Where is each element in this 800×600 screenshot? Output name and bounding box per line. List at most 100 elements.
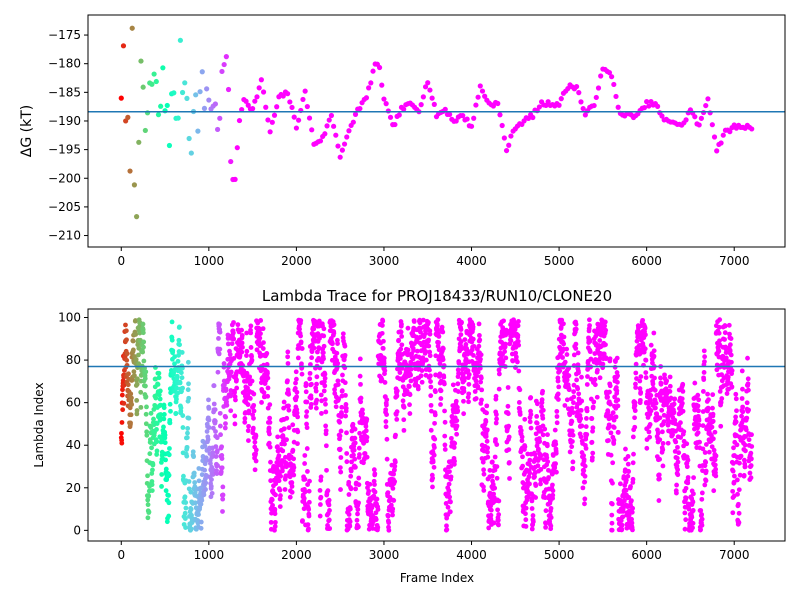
lambda-point: [522, 444, 528, 450]
delta-g-point: [659, 113, 665, 119]
lambda-point: [269, 497, 275, 503]
lambda-point: [251, 391, 257, 397]
lambda-point: [407, 402, 412, 408]
lambda-point: [179, 375, 185, 381]
lambda-point: [305, 522, 311, 528]
lambda-point: [294, 410, 300, 416]
lambda-point: [380, 318, 386, 324]
lambda-point: [208, 483, 214, 489]
lambda-point: [642, 346, 648, 352]
lambda-point: [383, 407, 389, 413]
lambda-point: [690, 499, 696, 505]
lambda-point: [436, 340, 442, 345]
lambda-point: [336, 396, 342, 402]
delta-g-y-axis-label: ΔG (kT): [19, 105, 35, 157]
lambda-point: [705, 391, 710, 397]
lambda-point: [660, 447, 666, 452]
delta-g-point: [396, 112, 402, 118]
lambda-point: [180, 385, 185, 391]
lambda-point: [610, 410, 616, 416]
lambda-point: [643, 375, 649, 380]
delta-g-point: [574, 83, 580, 90]
lambda-point: [631, 451, 636, 457]
lambda-point: [343, 392, 348, 398]
lambda-point: [283, 460, 289, 466]
lambda-point: [494, 416, 499, 422]
delta-g-point: [508, 133, 514, 139]
lambda-point: [685, 475, 691, 480]
lambda-point: [185, 426, 191, 431]
lambda-point: [440, 357, 446, 362]
lambda-point: [448, 463, 454, 469]
lambda-point: [483, 434, 489, 439]
lambda-point: [326, 502, 332, 508]
lambda-point: [657, 437, 663, 443]
lambda-point: [567, 412, 573, 418]
lambda-point: [137, 330, 143, 336]
lambda-point: [695, 392, 701, 398]
lambda-point: [610, 480, 615, 486]
lambda-point: [491, 491, 496, 497]
lambda-point: [481, 467, 487, 473]
lambda-point: [209, 490, 215, 496]
lambda-point: [405, 325, 411, 331]
lambda-point: [637, 378, 643, 384]
lambda-point: [605, 394, 610, 400]
lambda-point: [684, 441, 690, 447]
lambda-point: [570, 465, 576, 471]
lambda-point: [291, 465, 297, 470]
lambda-point: [210, 467, 216, 472]
delta-g-point: [727, 129, 733, 135]
lambda-point: [245, 428, 251, 434]
lambda-point: [372, 471, 378, 477]
lambda-point: [119, 440, 125, 446]
lambda-point: [712, 462, 718, 468]
lambda-point: [286, 407, 292, 413]
lambda-point: [710, 411, 716, 417]
lambda-point: [667, 374, 673, 380]
lambda-point: [213, 429, 218, 434]
lambda-point: [746, 437, 752, 443]
lambda-point: [318, 494, 324, 500]
lambda-point: [748, 475, 754, 481]
lambda-point: [477, 337, 483, 343]
lambda-point: [494, 442, 500, 447]
lambda-point: [286, 403, 291, 409]
lambda-y-axis-label: Lambda Index: [32, 382, 46, 467]
lambda-point: [371, 467, 377, 473]
lambda-point: [523, 524, 529, 529]
lambda-point: [357, 373, 363, 379]
delta-g-point: [709, 122, 715, 128]
x-tick-label: 2000: [281, 254, 312, 268]
delta-g-point: [593, 94, 599, 101]
lambda-point: [671, 409, 677, 415]
lambda-point: [436, 334, 442, 339]
delta-g-point: [696, 122, 702, 128]
delta-g-point: [236, 117, 243, 124]
lambda-point: [492, 485, 498, 491]
lambda-point: [712, 457, 718, 463]
lambda-point: [408, 359, 414, 365]
delta-g-point: [324, 123, 330, 129]
lambda-point: [298, 318, 304, 323]
lambda-point: [534, 420, 540, 426]
lambda-point: [150, 467, 155, 473]
lambda-point: [289, 484, 295, 489]
lambda-point: [321, 388, 327, 394]
lambda-x-ticks: 0 1000 2000 3000 4000 5000 6000 7000: [117, 541, 749, 562]
lambda-point: [305, 469, 310, 474]
lambda-point: [710, 392, 716, 398]
lambda-point: [163, 488, 169, 494]
delta-g-point: [363, 95, 370, 101]
lambda-point: [484, 427, 490, 433]
lambda-point: [494, 475, 500, 481]
lambda-point: [258, 318, 264, 323]
lambda-point: [432, 420, 437, 426]
lambda-point: [394, 416, 400, 422]
delta-g-point: [125, 114, 131, 120]
x-tick-label: 4000: [456, 548, 487, 562]
lambda-point: [573, 341, 579, 347]
lambda-point: [742, 464, 748, 470]
lambda-point: [617, 481, 623, 487]
lambda-point: [232, 421, 238, 427]
